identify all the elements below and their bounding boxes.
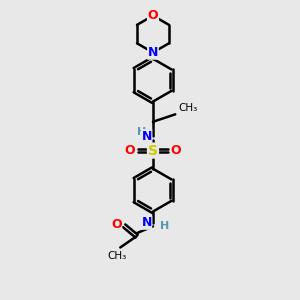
Text: H: H <box>160 221 169 231</box>
Text: O: O <box>111 218 122 231</box>
Text: N: N <box>141 216 152 229</box>
Text: H: H <box>137 128 146 137</box>
Text: O: O <box>171 144 182 157</box>
Text: CH₃: CH₃ <box>108 251 127 261</box>
Text: S: S <box>148 144 158 158</box>
Text: O: O <box>148 9 158 22</box>
Text: O: O <box>124 144 135 157</box>
Text: CH₃: CH₃ <box>179 103 198 112</box>
Text: N: N <box>148 46 158 59</box>
Text: N: N <box>141 130 152 142</box>
